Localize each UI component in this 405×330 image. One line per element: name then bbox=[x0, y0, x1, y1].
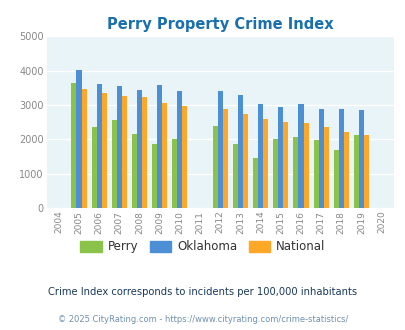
Bar bbox=[318, 109, 323, 208]
Bar bbox=[117, 86, 121, 208]
Bar bbox=[323, 127, 328, 208]
Bar bbox=[333, 149, 338, 208]
Bar bbox=[242, 114, 247, 208]
Bar bbox=[92, 127, 96, 208]
Bar bbox=[162, 103, 167, 208]
Bar bbox=[136, 90, 142, 208]
Legend: Perry, Oklahoma, National: Perry, Oklahoma, National bbox=[75, 236, 330, 258]
Bar bbox=[237, 95, 242, 208]
Bar bbox=[258, 104, 262, 208]
Bar bbox=[358, 110, 363, 208]
Bar bbox=[262, 119, 268, 208]
Bar bbox=[132, 134, 136, 208]
Bar bbox=[298, 104, 303, 208]
Bar bbox=[232, 144, 237, 208]
Bar bbox=[182, 106, 187, 208]
Bar bbox=[217, 90, 222, 208]
Bar bbox=[76, 70, 81, 208]
Bar bbox=[81, 89, 86, 208]
Bar bbox=[338, 109, 343, 208]
Bar bbox=[343, 132, 348, 208]
Bar bbox=[101, 93, 107, 208]
Bar bbox=[152, 144, 157, 208]
Bar bbox=[122, 96, 127, 208]
Title: Perry Property Crime Index: Perry Property Crime Index bbox=[107, 17, 333, 32]
Bar bbox=[142, 97, 147, 208]
Bar bbox=[363, 135, 368, 208]
Bar bbox=[273, 139, 277, 208]
Bar bbox=[303, 123, 308, 208]
Bar bbox=[353, 135, 358, 208]
Bar bbox=[252, 158, 258, 208]
Bar bbox=[283, 122, 288, 208]
Bar bbox=[212, 126, 217, 208]
Text: Crime Index corresponds to incidents per 100,000 inhabitants: Crime Index corresponds to incidents per… bbox=[48, 287, 357, 297]
Bar bbox=[111, 120, 117, 208]
Bar bbox=[313, 140, 318, 208]
Bar bbox=[96, 84, 101, 208]
Bar bbox=[177, 91, 182, 208]
Bar bbox=[71, 83, 76, 208]
Bar bbox=[172, 139, 177, 208]
Bar bbox=[293, 137, 298, 208]
Bar bbox=[277, 107, 283, 208]
Bar bbox=[157, 85, 162, 208]
Text: © 2025 CityRating.com - https://www.cityrating.com/crime-statistics/: © 2025 CityRating.com - https://www.city… bbox=[58, 315, 347, 324]
Bar bbox=[222, 109, 227, 208]
